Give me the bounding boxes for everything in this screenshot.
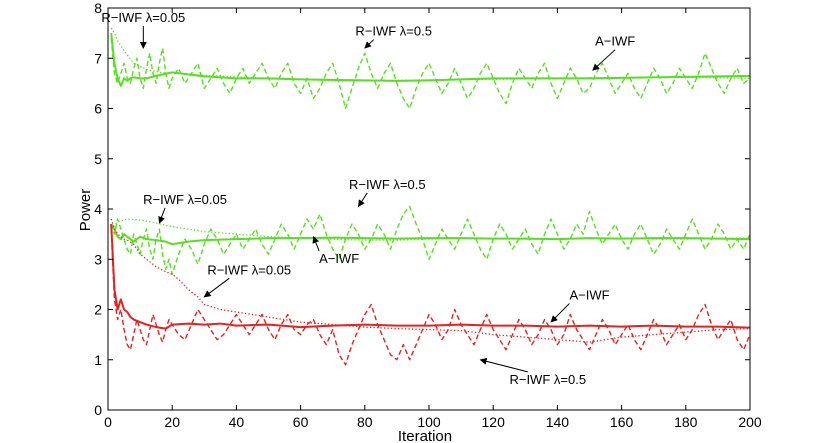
x-tick-label: 180 — [674, 414, 698, 430]
x-tick-label: 200 — [738, 414, 762, 430]
x-tick-label: 140 — [546, 414, 570, 430]
y-tick-label: 4 — [94, 201, 102, 217]
y-tick-label: 1 — [94, 352, 102, 368]
series-line-3 — [110, 223, 750, 246]
x-tick-label: 160 — [610, 414, 634, 430]
series-line-4 — [110, 218, 750, 241]
y-tick-label: 6 — [94, 101, 102, 117]
annotation-label: R−IWF λ=0.05 — [143, 192, 227, 207]
annotation-label: R−IWF λ=0.05 — [207, 262, 291, 277]
annotation-arrow — [364, 39, 375, 49]
y-tick-label: 3 — [94, 251, 102, 267]
x-tick-label: 20 — [164, 414, 180, 430]
annotation-arrow — [312, 235, 320, 251]
annotation-label: A−IWF — [319, 251, 359, 266]
series-layer — [110, 27, 750, 366]
x-tick-label: 0 — [104, 414, 112, 430]
y-tick-label: 2 — [94, 302, 102, 318]
series-line-8 — [110, 229, 750, 366]
annotation-label: R−IWF λ=0.5 — [349, 177, 426, 192]
y-tick-label: 5 — [94, 151, 102, 167]
x-tick-label: 80 — [357, 414, 373, 430]
series-line-2 — [110, 38, 750, 110]
x-axis-label: Iteration — [398, 428, 452, 443]
annotation-label: R−IWF λ=0.5 — [355, 24, 432, 39]
x-tick-label: 60 — [293, 414, 309, 430]
annotation-arrow — [550, 303, 570, 323]
annotation-label: A−IWF — [569, 287, 609, 302]
annotation-label: R−IWF λ=0.5 — [509, 372, 586, 387]
series-line-5 — [110, 205, 750, 276]
y-tick-label: 7 — [94, 50, 102, 66]
annotations: R−IWF λ=0.05 R−IWF λ=0.5 A−IWF R−IWF λ=0.05… — [101, 10, 635, 387]
y-tick-label: 8 — [94, 0, 102, 16]
annotation-arrow — [479, 357, 528, 373]
x-tick-label: 40 — [229, 414, 245, 430]
annotation-arrow — [203, 277, 230, 298]
annotation-arrow — [592, 49, 616, 71]
annotation-label: A−IWF — [595, 34, 635, 49]
x-tick-label: 100 — [417, 414, 441, 430]
annotation-arrow — [158, 207, 166, 224]
annotation-arrow — [357, 192, 368, 208]
y-axis-label: Power — [77, 189, 94, 232]
y-tick-label: 0 — [94, 402, 102, 418]
series-line-6 — [110, 224, 750, 330]
annotation-label: R−IWF λ=0.05 — [101, 10, 185, 25]
x-tick-label: 120 — [482, 414, 506, 430]
axis-ticks: 0 20 40 60 80 100 120 140 160 180 200 0 1 2 3 4 5 6 7 8 — [94, 0, 762, 430]
